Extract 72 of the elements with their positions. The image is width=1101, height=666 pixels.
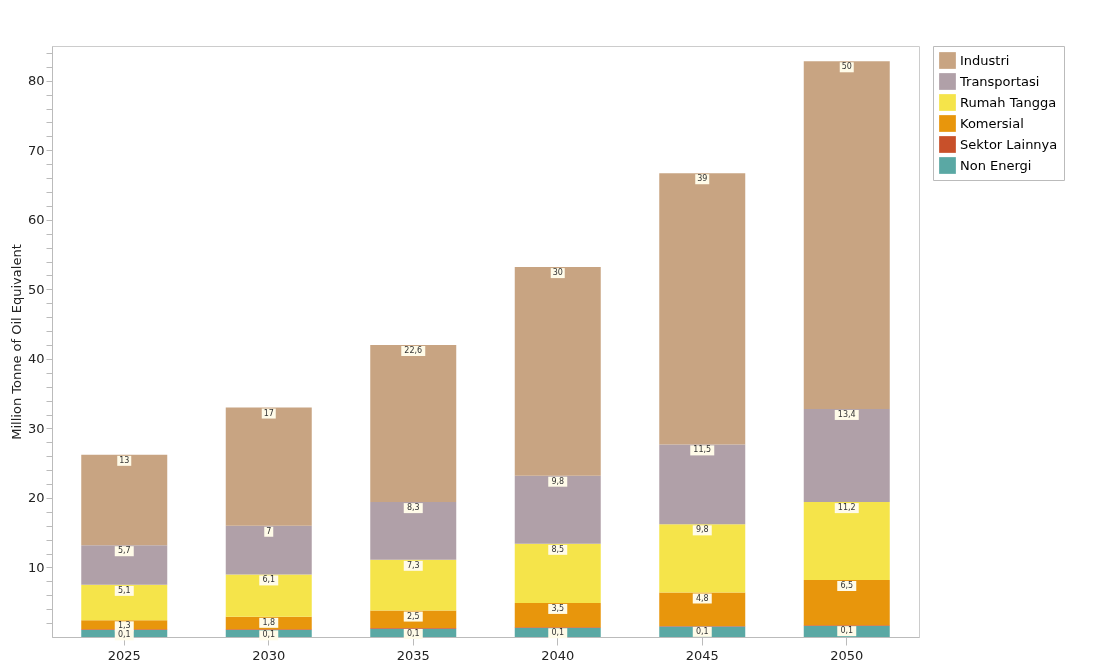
bar (225, 525, 312, 575)
bar (370, 344, 457, 503)
data-label: 2,5 (406, 611, 420, 621)
legend-label: Sektor Lainnya (960, 136, 1058, 152)
bar (225, 407, 312, 526)
legend-label: Non Energi (960, 157, 1032, 173)
bar (225, 574, 312, 617)
data-label: 13 (119, 455, 130, 465)
y-tick-label: 20 (27, 490, 45, 506)
y-tick-label: 60 (27, 212, 45, 228)
data-label: 9,8 (695, 525, 709, 535)
data-label: 11,5 (693, 445, 712, 455)
data-label: 5,7 (117, 546, 131, 556)
data-label: 8,5 (551, 544, 565, 554)
data-label: 30 (552, 268, 563, 278)
data-label: 0,1 (551, 628, 565, 638)
bar (803, 408, 890, 503)
bar (514, 475, 601, 544)
x-tick-label: 2040 (541, 647, 575, 663)
legend-label: Komersial (960, 115, 1024, 131)
data-label: 50 (841, 62, 852, 72)
bar (659, 173, 746, 445)
bar (659, 592, 746, 626)
bar (370, 502, 457, 560)
data-label: 0,1 (695, 626, 709, 636)
data-label: 4,8 (695, 593, 709, 603)
data-label: 39 (697, 174, 708, 184)
data-label: 5,1 (117, 585, 131, 595)
y-tick-label: 40 (27, 351, 45, 367)
data-label: 7,3 (406, 560, 420, 570)
data-label: 22,6 (404, 345, 423, 355)
bar (659, 524, 746, 593)
data-label: 0,1 (406, 628, 420, 638)
x-tick-label: 2030 (252, 647, 286, 663)
x-tick-label: 2035 (396, 647, 430, 663)
bar (659, 444, 746, 525)
x-tick-label: 2045 (685, 647, 719, 663)
y-tick-label: 80 (27, 73, 45, 89)
data-label: 3,5 (551, 603, 565, 613)
data-label: 0,1 (840, 626, 854, 636)
legend-label: Transportasi (959, 73, 1040, 89)
legend-label: Industri (960, 52, 1010, 68)
x-tick-label: 2025 (107, 647, 141, 663)
bar (803, 61, 890, 409)
bar (803, 579, 890, 626)
bar (514, 267, 601, 476)
data-label: 1,8 (262, 617, 276, 627)
bar (803, 502, 890, 580)
data-label: 9,8 (551, 476, 565, 486)
data-label: 17 (263, 408, 274, 418)
y-tick-label: 10 (27, 559, 45, 575)
bar (81, 545, 168, 585)
y-tick-label: 30 (27, 420, 45, 436)
bar (81, 454, 168, 546)
bar (81, 584, 168, 621)
y-axis-title: Million Tonne of Oil Equivalent (8, 244, 24, 440)
y-tick-label: 50 (27, 281, 45, 297)
legend-label: Rumah Tangga (960, 94, 1057, 110)
x-tick-label: 2050 (830, 647, 864, 663)
data-label: 0,1 (117, 630, 131, 640)
bar (514, 543, 601, 603)
data-label: 11,2 (837, 503, 856, 513)
data-label: 13,4 (837, 409, 856, 419)
data-label: 8,3 (406, 503, 420, 513)
data-label: 6,1 (262, 575, 276, 585)
data-label: 7 (266, 526, 272, 536)
bar (370, 559, 457, 611)
bar (514, 602, 601, 628)
data-label: 1,3 (117, 621, 131, 631)
data-label: 0,1 (262, 630, 276, 640)
data-label: 6,5 (840, 580, 854, 590)
y-tick-label: 70 (27, 142, 45, 158)
